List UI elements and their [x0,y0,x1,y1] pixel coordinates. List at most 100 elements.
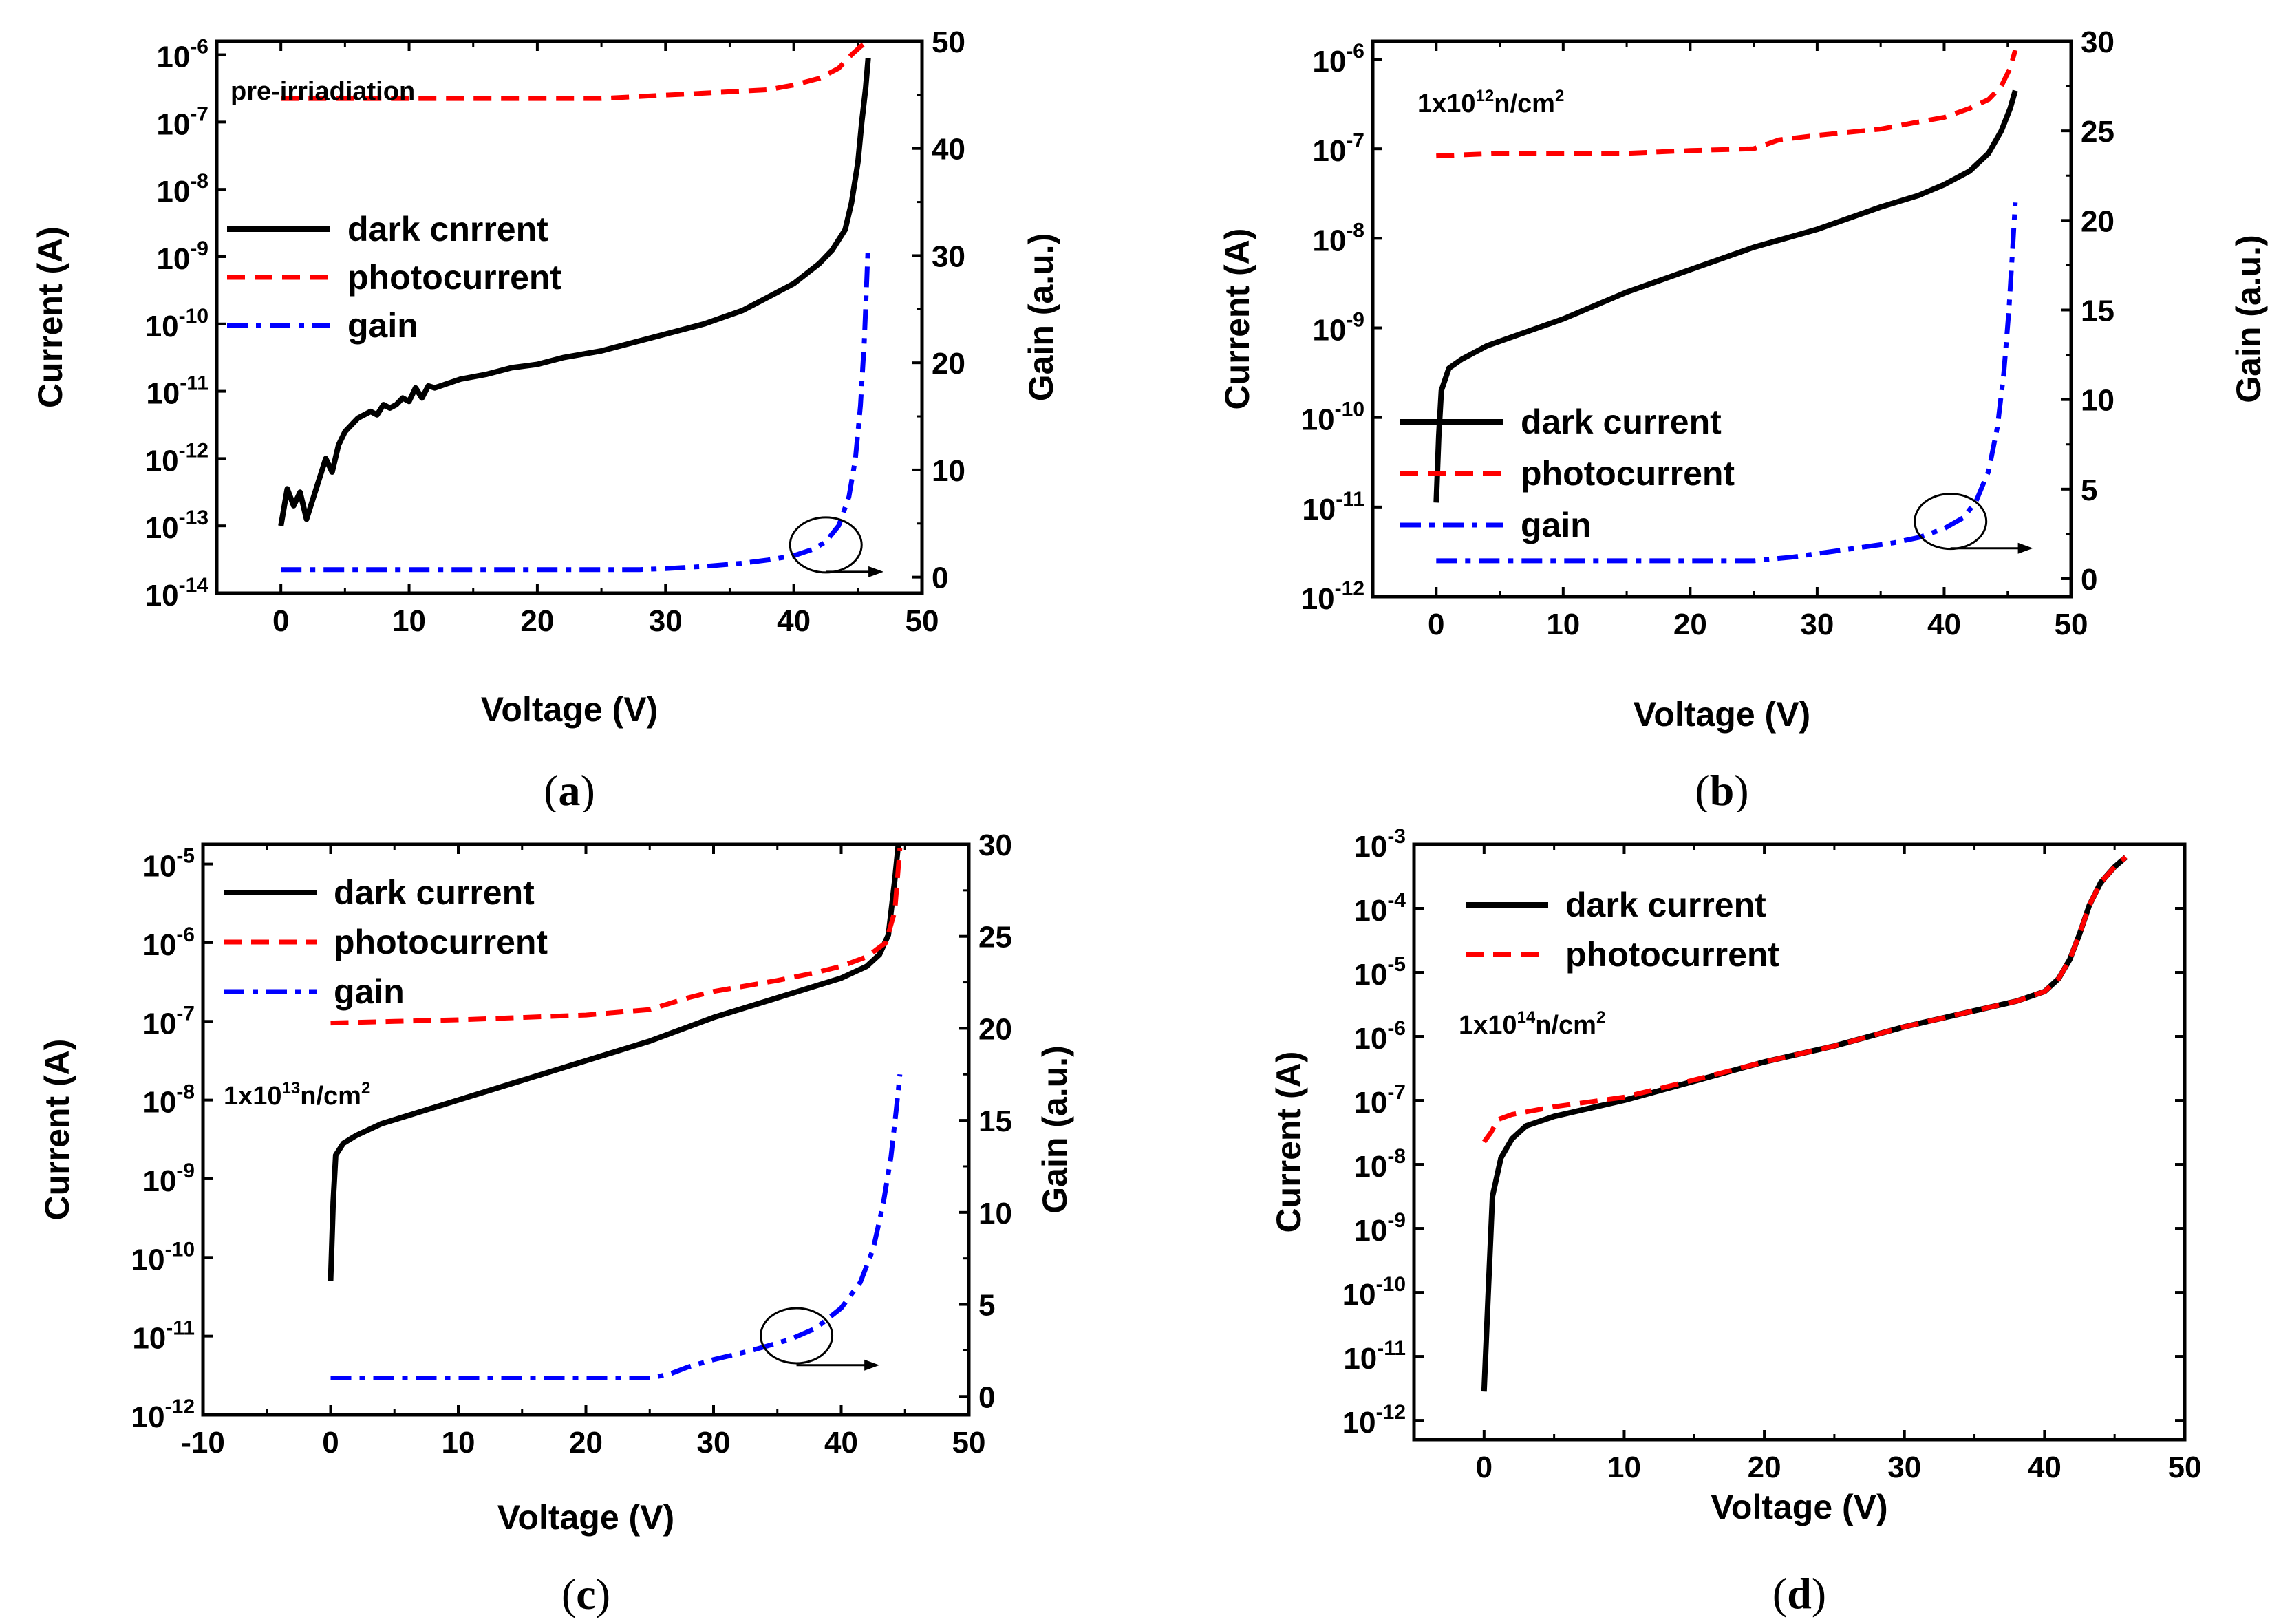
x-tick-label: 10 [1607,1451,1641,1484]
panel-caption: (d) [1772,1569,1826,1618]
x-tick-label: 30 [697,1426,731,1460]
x-tick-label: 0 [1476,1451,1492,1484]
legend-label-photo: photocurrent [334,923,548,961]
arrow-head [2017,542,2033,554]
x-tick-label: 30 [1887,1451,1921,1484]
y-tick-label: 10-8 [1312,219,1364,257]
y-tick-label: 10-10 [145,305,208,343]
y-axis-title: Current (A) [1270,1051,1308,1233]
y-tick-label: 10-10 [131,1238,195,1276]
x-tick-label: -10 [181,1426,225,1460]
annotation-label: 1x1014n/cm2 [1459,1008,1605,1040]
photo-series-line [1481,855,2128,1144]
y2-tick-label: 10 [978,1197,1012,1230]
y-tick-label: 10-8 [1353,1145,1406,1184]
annotation-label: 1x1012n/cm2 [1417,87,1564,118]
plot-frame [201,842,971,1417]
y2-tick-label: 25 [978,921,1012,954]
arrow-head [864,1359,880,1371]
y-tick-label: 10-7 [156,103,208,141]
x-tick-label: 0 [322,1426,339,1460]
x-tick-label: 20 [1673,608,1707,641]
y-tick-label: 10-9 [1353,1209,1406,1248]
x-axis-title: Voltage (V) [481,690,658,729]
gain-series-line [1436,202,2018,564]
y-tick-label: 10-12 [1342,1401,1406,1440]
legend-label-dark: dark cnrrent [347,210,548,248]
x-axis-title: Voltage (V) [1634,695,1810,734]
y2-axis-title: Gain (a.u.) [2229,235,2268,403]
plot-frame [1412,842,2187,1442]
y2-tick-label: 20 [932,347,965,381]
photo-series-line [330,848,903,1026]
x-tick-label: 40 [777,604,811,638]
legend-label-photo: photocurrent [1521,454,1735,493]
x-tick-label: 20 [1748,1451,1781,1484]
y-tick-label: 10-6 [1312,40,1364,78]
dark-series-line [328,844,901,1281]
y2-tick-label: 20 [978,1012,1012,1046]
annotation-label: 1x1013n/cm2 [224,1079,370,1111]
x-axis-title: Voltage (V) [497,1498,674,1537]
y-tick-label: 10-6 [1353,1017,1406,1056]
x-tick-label: 40 [1927,608,1961,641]
y-axis-title: Current (A) [1218,228,1256,410]
y-tick-label: 10-12 [1301,577,1364,616]
x-tick-label: 50 [906,604,939,638]
y-tick-label: 10-9 [1312,309,1364,348]
x-tick-label: 0 [272,604,289,638]
x-tick-label: 20 [520,604,554,638]
photo-series-line [1436,50,2018,159]
y-tick-label: 10-5 [1353,953,1406,992]
y-tick-label: 10-12 [131,1396,195,1434]
y2-tick-label: 15 [2081,294,2114,328]
gain-series-line [330,1073,903,1380]
y-tick-label: 10-14 [145,574,209,612]
y2-tick-label: 25 [2081,115,2114,149]
x-tick-label: 30 [649,604,683,638]
arrow-head [868,566,884,577]
photo-series-line [281,41,870,101]
x-tick-label: 30 [1800,608,1834,641]
y-tick-label: 10-6 [142,923,195,962]
y2-tick-label: 0 [932,562,948,595]
x-axis-title: Voltage (V) [1711,1488,1887,1526]
y-tick-label: 10-6 [156,36,208,74]
chart-panel-b: 0 10 20 30 40 5010-1210-1110-1010-910-810-710… [1218,25,2268,812]
legend-label-gain: gain [1521,506,1592,544]
y-tick-label: 10-11 [1302,488,1364,526]
dark-series-line [278,58,871,526]
series-group [328,844,903,1380]
y2-tick-label: 30 [978,829,1012,862]
y-tick-label: 10-8 [142,1081,195,1120]
circle-marker [1914,493,1988,551]
y2-tick-label: 0 [978,1380,995,1414]
plot-frame [1371,39,2073,599]
plot-frame [215,39,924,595]
dark-series-line [1433,89,2018,503]
y2-tick-label: 5 [2081,473,2097,507]
y-axis-title: Current (A) [31,226,69,408]
y-tick-label: 10-10 [1342,1273,1406,1312]
x-tick-label: 10 [1546,608,1580,641]
y-tick-label: 10-10 [1301,398,1364,437]
y-tick-label: 10-8 [156,170,208,209]
y2-tick-label: 10 [932,454,965,488]
x-tick-label: 10 [442,1426,475,1460]
y-tick-label: 10-12 [145,439,208,478]
y-tick-label: 10-11 [146,372,208,411]
y2-tick-label: 5 [978,1289,995,1323]
y-tick-label: 10-4 [1353,889,1406,928]
chart-panel-c: -10 0 10 20 30 40 5010-1210-1110-1010-910-810-… [38,829,1074,1618]
x-tick-label: 0 [1428,608,1444,641]
legend-label-dark: dark current [1521,403,1722,441]
y2-tick-label: 40 [932,133,965,167]
legend-label-dark: dark current [1565,886,1766,924]
circle-marker [760,1307,834,1365]
legend-label-photo: photocurrent [1565,935,1779,974]
x-tick-label: 50 [2055,608,2088,641]
legend-label-photo: photocurrent [347,258,561,297]
y2-axis-title: Gain (a.u.) [1036,1045,1074,1213]
panel-caption: (a) [544,766,595,812]
y2-tick-label: 0 [2081,563,2097,597]
